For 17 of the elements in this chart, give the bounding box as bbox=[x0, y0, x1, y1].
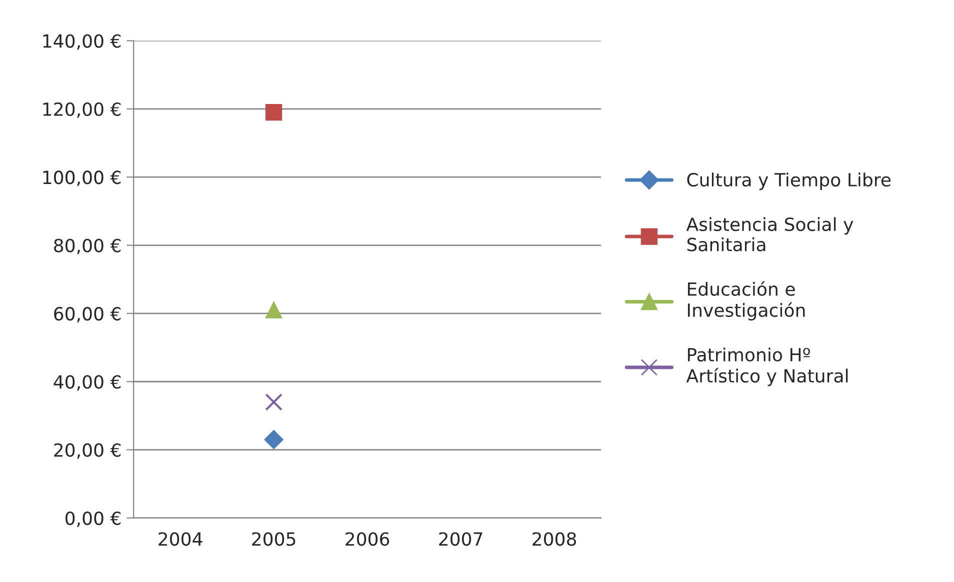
y-tick-label: 40,00 € bbox=[54, 375, 121, 391]
legend-label: Patrimonio Hº Artístico y Natural bbox=[686, 348, 848, 386]
legend-label: Cultura y Tiempo Libre bbox=[687, 172, 891, 190]
legend-label: Asistencia Social y Sanitaria bbox=[686, 217, 854, 252]
y-tick-label: 140,00 € bbox=[43, 34, 121, 50]
x-tick-label: 2004 bbox=[158, 532, 202, 546]
legend-label: Educación e Investigación bbox=[688, 281, 805, 320]
y-tick-label: 60,00 € bbox=[54, 306, 121, 322]
y-tick-label: 0,00 € bbox=[66, 511, 121, 527]
y-tick-label: 80,00 € bbox=[54, 238, 121, 254]
x-tick-label: 2005 bbox=[252, 532, 296, 546]
y-tick-label: 100,00 € bbox=[43, 170, 121, 186]
x-tick-label: 2006 bbox=[346, 532, 390, 546]
y-tick-label: 120,00 € bbox=[43, 102, 121, 118]
y-tick-label: 20,00 € bbox=[54, 443, 121, 459]
x-tick-label: 2008 bbox=[532, 532, 576, 546]
x-tick-label: 2007 bbox=[439, 532, 482, 546]
